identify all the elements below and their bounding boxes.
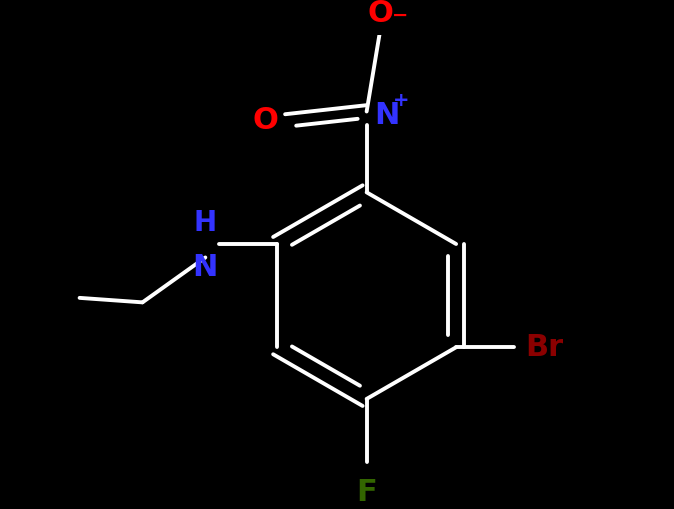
Text: N: N xyxy=(193,253,218,282)
Text: −: − xyxy=(392,6,408,25)
Text: H: H xyxy=(193,209,217,237)
Text: N: N xyxy=(374,101,399,130)
Text: O: O xyxy=(367,0,393,28)
Text: +: + xyxy=(392,91,409,110)
Text: Br: Br xyxy=(525,333,563,362)
Text: O: O xyxy=(253,106,278,135)
Text: F: F xyxy=(357,478,377,507)
